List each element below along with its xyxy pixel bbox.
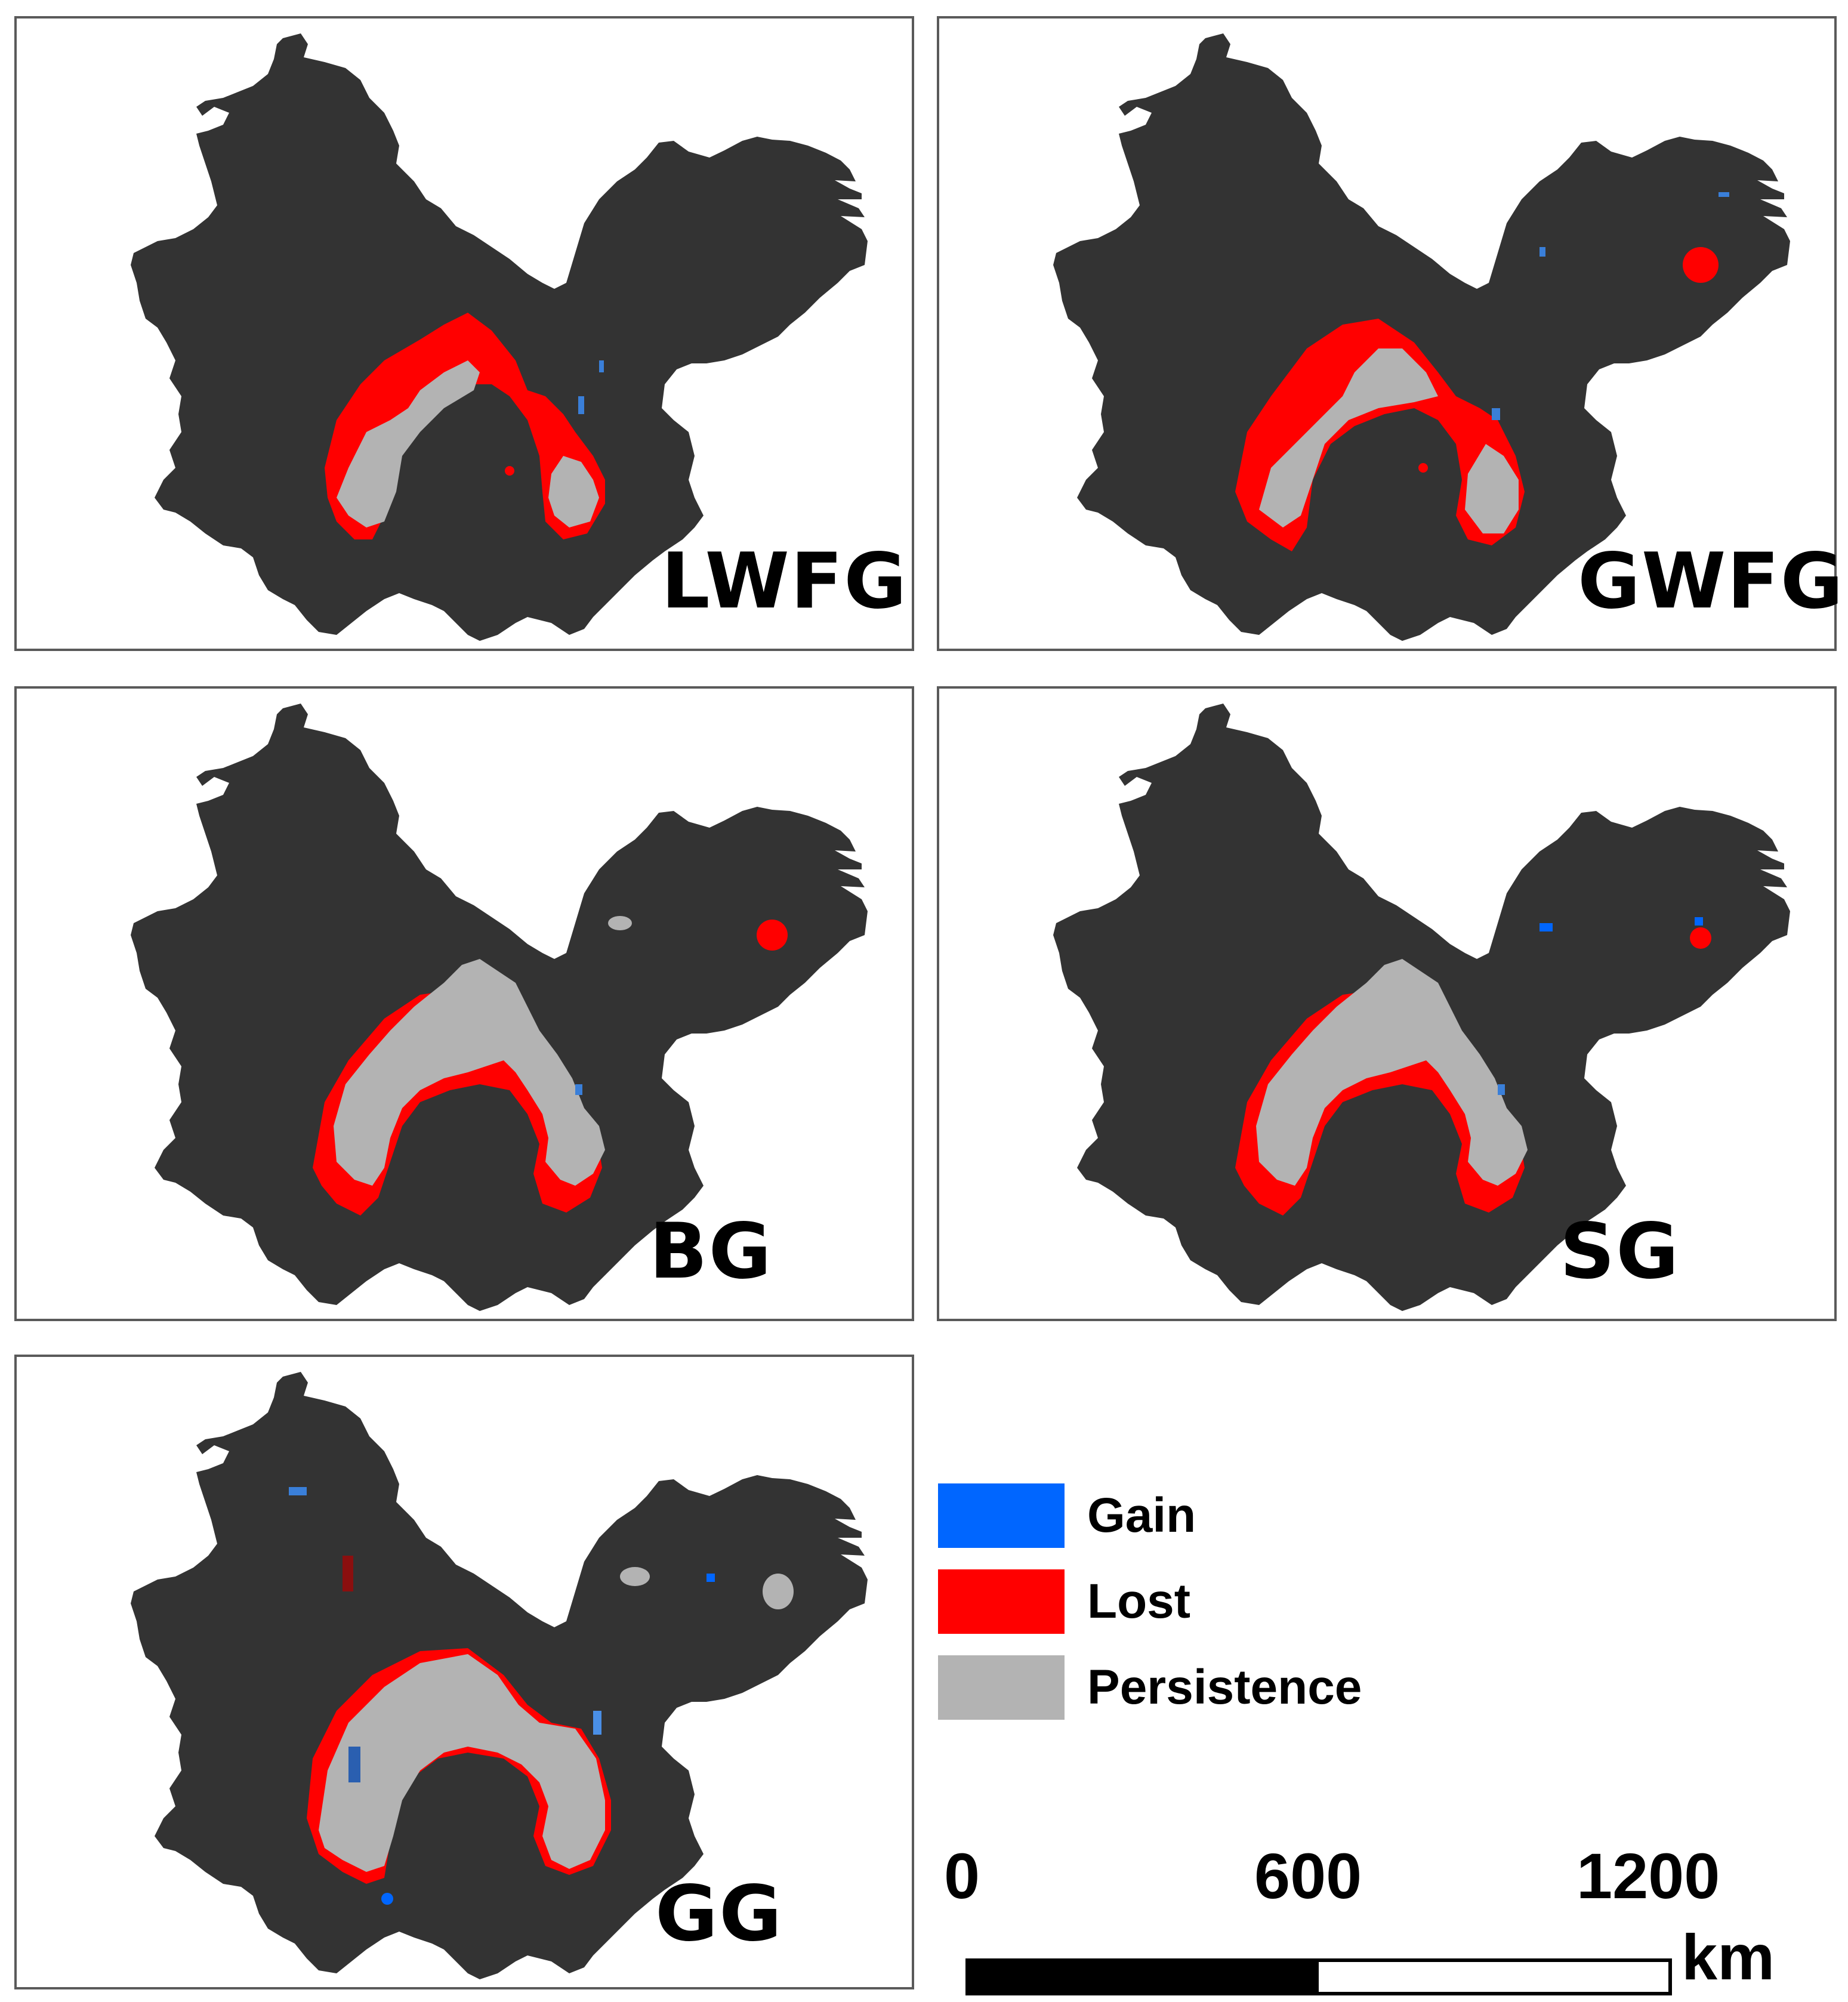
scale-tick-0: 0	[944, 1840, 980, 1912]
persistence-swatch	[938, 1655, 1065, 1720]
legend-label: Persistence	[1087, 1660, 1362, 1714]
lost-swatch	[938, 1569, 1065, 1634]
panel-label: SG	[1560, 1207, 1680, 1296]
persistence-area	[1259, 348, 1519, 533]
panel-label: GWFG	[1578, 537, 1844, 626]
scale-tick-600: 600	[1254, 1840, 1362, 1912]
scale-tick-1200: 1200	[1576, 1840, 1720, 1912]
map-panel-sg: SG	[937, 686, 1837, 1321]
legend-label: Lost	[1087, 1574, 1191, 1628]
legend-item-gain: Gain	[938, 1483, 1415, 1549]
scale-unit: km	[1682, 1921, 1775, 1993]
scale-bar: 0 600 1200 km	[932, 1820, 1815, 1999]
legend-item-persistence: Persistence	[938, 1655, 1415, 1721]
gain-swatch	[938, 1483, 1065, 1548]
panel-label: BG	[649, 1207, 773, 1296]
map-panel-gg: GG	[14, 1355, 914, 1989]
legend-label: Gain	[1087, 1488, 1196, 1543]
region-map	[131, 33, 868, 641]
map-panel-gwfg: GWFG	[937, 16, 1843, 651]
persistence-area	[337, 360, 599, 528]
persistence-area	[319, 1654, 605, 1872]
panel-label: LWFG	[661, 537, 908, 626]
map-panel-lwfg: LWFG	[14, 16, 914, 651]
map-panel-bg: BG	[14, 686, 914, 1321]
region-map	[1053, 704, 1790, 1311]
region-map	[1053, 33, 1790, 641]
region-map	[131, 1372, 868, 1979]
panel-label: GG	[655, 1870, 783, 1958]
region-map	[131, 704, 868, 1311]
lost-area	[325, 313, 605, 539]
scale-bar-graphic	[965, 1958, 1672, 1995]
legend-item-lost: Lost	[938, 1569, 1415, 1635]
scale-bar-filled-segment	[969, 1962, 1319, 1992]
